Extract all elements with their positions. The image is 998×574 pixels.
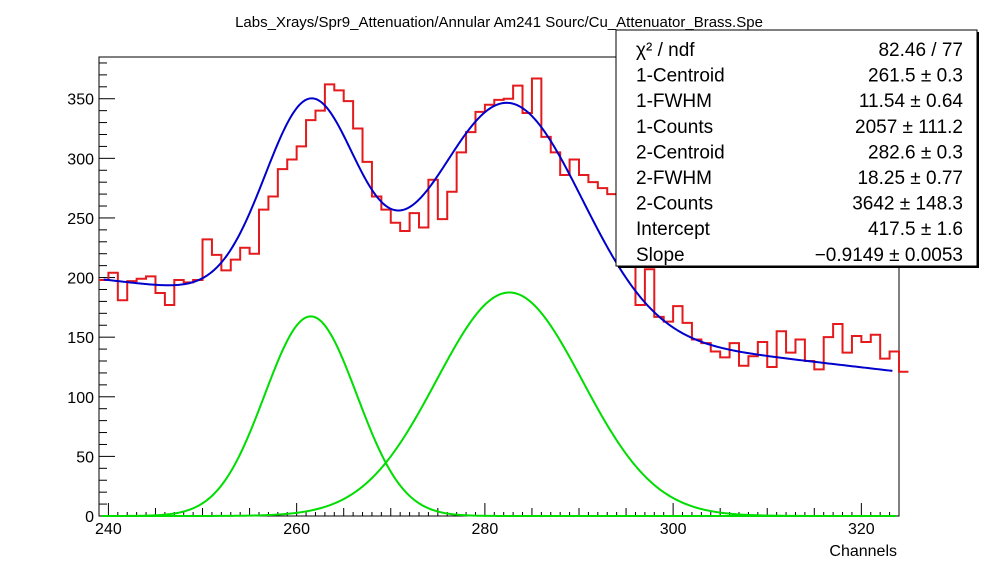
stats-value: −0.9149 ± 0.0053 (815, 245, 963, 266)
x-tick-label: 300 (660, 521, 687, 538)
y-tick-label: 300 (67, 151, 94, 168)
stats-value: 18.25 ± 0.77 (857, 168, 963, 189)
stats-label: 1-Centroid (636, 66, 725, 87)
y-tick-label: 50 (76, 449, 94, 466)
axes: 240 260 280 300 320 0 50 100 150 200 250 300 350 (67, 62, 900, 538)
y-tick-label: 250 (67, 211, 94, 228)
x-tick-label: 320 (848, 521, 875, 538)
stats-value: 3642 ± 148.3 (852, 194, 963, 215)
stats-value: 417.5 ± 1.6 (868, 219, 963, 240)
data-histogram (99, 77, 909, 373)
y-tick-label: 350 (67, 92, 94, 109)
stats-label: Slope (636, 245, 685, 266)
stats-label: 1-Counts (636, 117, 713, 138)
stats-value: 11.54 ± 0.64 (859, 91, 964, 112)
y-tick-label: 200 (67, 271, 94, 288)
y-tick-label: 150 (67, 330, 94, 347)
stats-value: 82.46 / 77 (878, 40, 963, 61)
x-tick-label: 280 (472, 521, 499, 538)
stats-value: 282.6 ± 0.3 (868, 142, 963, 163)
total-fit-curve (103, 97, 893, 372)
y-tick-label: 0 (85, 509, 94, 526)
stats-box: χ² / ndf 82.46 / 77 1-Centroid 261.5 ± 0.3 1… (615, 29, 979, 268)
series-layer (99, 77, 909, 517)
stats-label: χ² / ndf (636, 40, 695, 61)
stats-value: 261.5 ± 0.3 (868, 66, 963, 87)
stats-label: 2-Counts (636, 194, 713, 215)
chart-title: Labs_Xrays/Spr9_Attenuation/Annular Am24… (235, 14, 763, 31)
stats-label: 2-Centroid (636, 142, 725, 163)
x-tick-label: 260 (283, 521, 310, 538)
stats-label: 2-FWHM (636, 168, 712, 189)
x-axis-title: Channels (829, 543, 897, 560)
stats-label: Intercept (636, 219, 711, 240)
gaussian-component-2 (101, 291, 897, 517)
stats-label: 1-FWHM (636, 91, 712, 112)
x-tick-label: 240 (95, 521, 122, 538)
y-tick-label: 100 (67, 390, 94, 407)
stats-value: 2057 ± 111.2 (855, 117, 963, 138)
stats-box-frame (615, 29, 978, 267)
